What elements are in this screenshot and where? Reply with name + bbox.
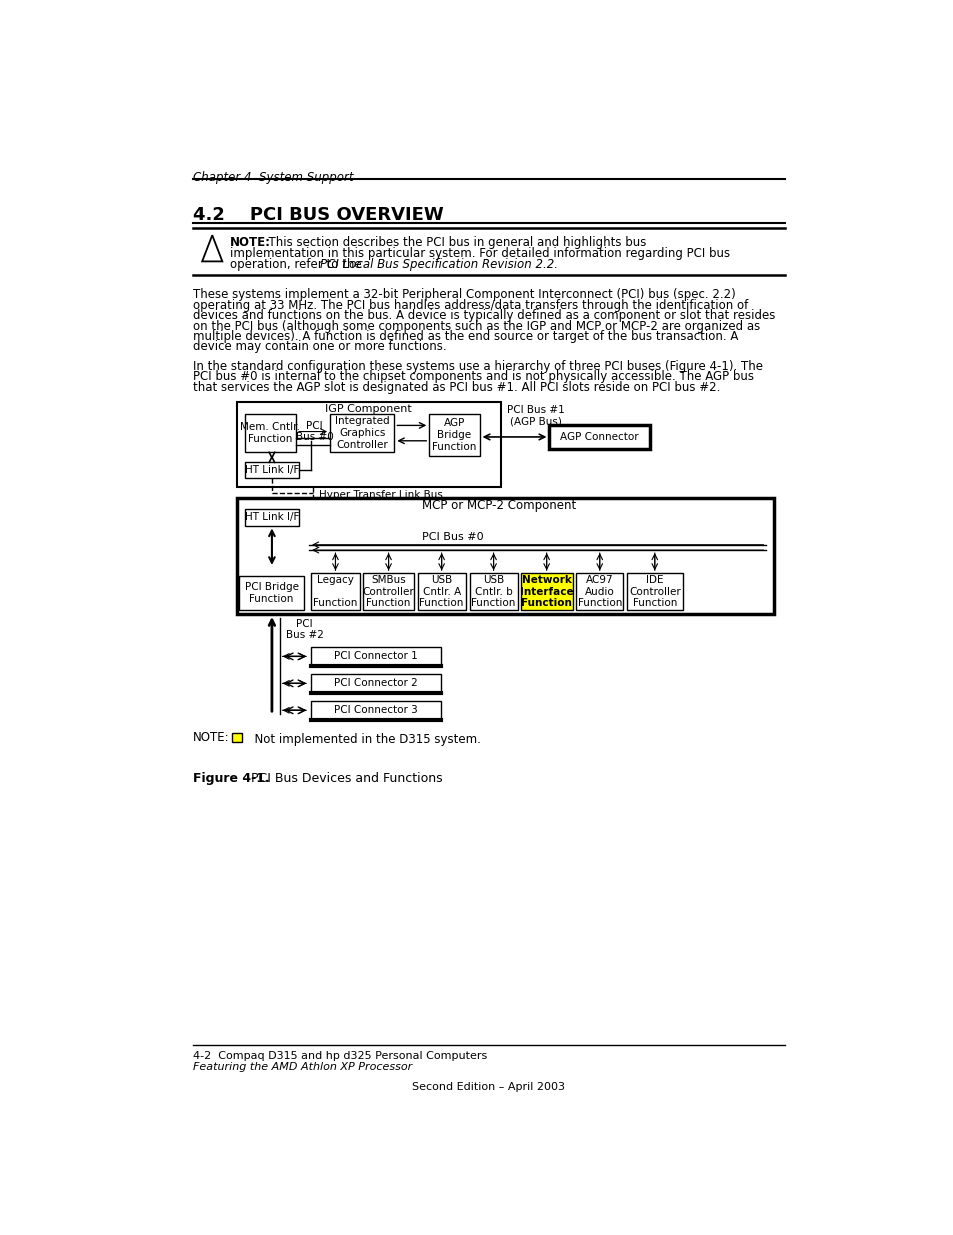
Text: PCI Bus #1
(AGP Bus): PCI Bus #1 (AGP Bus) bbox=[506, 405, 564, 427]
Bar bbox=[549, 425, 649, 448]
Bar bbox=[232, 732, 242, 742]
Text: PCI Bridge
Function: PCI Bridge Function bbox=[244, 582, 298, 604]
Text: Chapter 4  System Support: Chapter 4 System Support bbox=[193, 172, 353, 184]
Text: HT Link I/F: HT Link I/F bbox=[245, 513, 299, 522]
Text: 4-2  Compaq D315 and hp d325 Personal Computers: 4-2 Compaq D315 and hp d325 Personal Com… bbox=[193, 1051, 487, 1061]
Bar bbox=[239, 576, 303, 610]
Bar bbox=[236, 498, 773, 614]
Bar bbox=[311, 573, 359, 610]
Text: operating at 33 MHz. The PCI bus handles address/data transfers through the iden: operating at 33 MHz. The PCI bus handles… bbox=[193, 299, 747, 311]
Text: PCI Connector 2: PCI Connector 2 bbox=[334, 678, 417, 688]
Text: device may contain one or more functions.: device may contain one or more functions… bbox=[193, 341, 446, 353]
Text: This section describes the PCI bus in general and highlights bus: This section describes the PCI bus in ge… bbox=[261, 236, 646, 249]
Text: Featuring the AMD Athlon XP Processor: Featuring the AMD Athlon XP Processor bbox=[193, 1062, 412, 1072]
Text: USB
Cntlr. b
Function: USB Cntlr. b Function bbox=[471, 576, 516, 609]
Text: Hyper Transfer Link Bus: Hyper Transfer Link Bus bbox=[319, 490, 442, 500]
Bar bbox=[245, 414, 295, 452]
Text: PCI bus #0 is internal to the chipset components and is not physically accessibl: PCI bus #0 is internal to the chipset co… bbox=[193, 370, 753, 383]
Bar bbox=[363, 573, 414, 610]
Text: PCI Bus Devices and Functions: PCI Bus Devices and Functions bbox=[243, 772, 442, 785]
Text: Integrated
Graphics
Controller: Integrated Graphics Controller bbox=[335, 416, 389, 450]
Text: implementation in this particular system. For detailed information regarding PCI: implementation in this particular system… bbox=[230, 247, 729, 259]
Text: IDE
Controller
Function: IDE Controller Function bbox=[628, 576, 679, 609]
Text: HT Link I/F: HT Link I/F bbox=[245, 466, 299, 475]
Bar bbox=[626, 573, 682, 610]
Bar bbox=[311, 647, 440, 666]
Bar bbox=[429, 414, 479, 456]
Text: USB
Cntlr. A
Function: USB Cntlr. A Function bbox=[419, 576, 463, 609]
Text: 4.2    PCI BUS OVERVIEW: 4.2 PCI BUS OVERVIEW bbox=[193, 206, 443, 224]
Bar bbox=[236, 403, 500, 487]
Text: that services the AGP slot is designated as PCI bus #1. All PCI slots reside on : that services the AGP slot is designated… bbox=[193, 380, 720, 394]
Text: Legacy

Function: Legacy Function bbox=[313, 576, 357, 609]
Text: These systems implement a 32-bit Peripheral Component Interconnect (PCI) bus (sp: These systems implement a 32-bit Periphe… bbox=[193, 288, 735, 301]
Bar bbox=[330, 414, 394, 452]
Bar bbox=[417, 573, 465, 610]
Text: Network
Interface
Function: Network Interface Function bbox=[519, 576, 573, 609]
Bar bbox=[520, 573, 572, 610]
Text: PCI
Bus #2: PCI Bus #2 bbox=[286, 619, 323, 640]
Text: PCI Connector 3: PCI Connector 3 bbox=[334, 705, 417, 715]
Text: NOTE:: NOTE: bbox=[230, 236, 271, 249]
Text: Second Edition – April 2003: Second Edition – April 2003 bbox=[412, 1082, 565, 1092]
Text: MCP or MCP-2 Component: MCP or MCP-2 Component bbox=[421, 499, 576, 513]
Text: PCI Local Bus Specification Revision 2.2.: PCI Local Bus Specification Revision 2.2… bbox=[320, 258, 558, 270]
Text: operation, refer to the: operation, refer to the bbox=[230, 258, 365, 270]
Text: SMBus
Controller
Function: SMBus Controller Function bbox=[362, 576, 414, 609]
Text: In the standard configuration these systems use a hierarchy of three PCI buses (: In the standard configuration these syst… bbox=[193, 359, 762, 373]
Text: multiple devices). A function is defined as the end source or target of the bus : multiple devices). A function is defined… bbox=[193, 330, 738, 343]
Text: NOTE:: NOTE: bbox=[193, 731, 230, 745]
Text: IGP Component: IGP Component bbox=[325, 404, 412, 414]
Bar bbox=[311, 674, 440, 693]
Text: PCI Bus #0: PCI Bus #0 bbox=[421, 532, 483, 542]
Text: Not implemented in the D315 system.: Not implemented in the D315 system. bbox=[247, 732, 480, 746]
Text: PCI Connector 1: PCI Connector 1 bbox=[334, 651, 417, 662]
Bar bbox=[311, 701, 440, 720]
Text: AC97
Audio
Function: AC97 Audio Function bbox=[577, 576, 621, 609]
Text: Figure 4-1.: Figure 4-1. bbox=[193, 772, 270, 785]
Text: PCI
Bus #0: PCI Bus #0 bbox=[295, 421, 334, 442]
Bar bbox=[245, 462, 298, 478]
Bar bbox=[245, 509, 298, 526]
Text: Mem. Cntlr.
Function: Mem. Cntlr. Function bbox=[240, 422, 300, 443]
Text: devices and functions on the bus. A device is typically defined as a component o: devices and functions on the bus. A devi… bbox=[193, 309, 775, 322]
Text: on the PCI bus (although some components such as the IGP and MCP or MCP-2 are or: on the PCI bus (although some components… bbox=[193, 320, 760, 332]
Text: AGP Connector: AGP Connector bbox=[559, 432, 639, 442]
Text: AGP
Bridge
Function: AGP Bridge Function bbox=[432, 419, 476, 452]
Bar bbox=[576, 573, 622, 610]
Bar bbox=[469, 573, 517, 610]
